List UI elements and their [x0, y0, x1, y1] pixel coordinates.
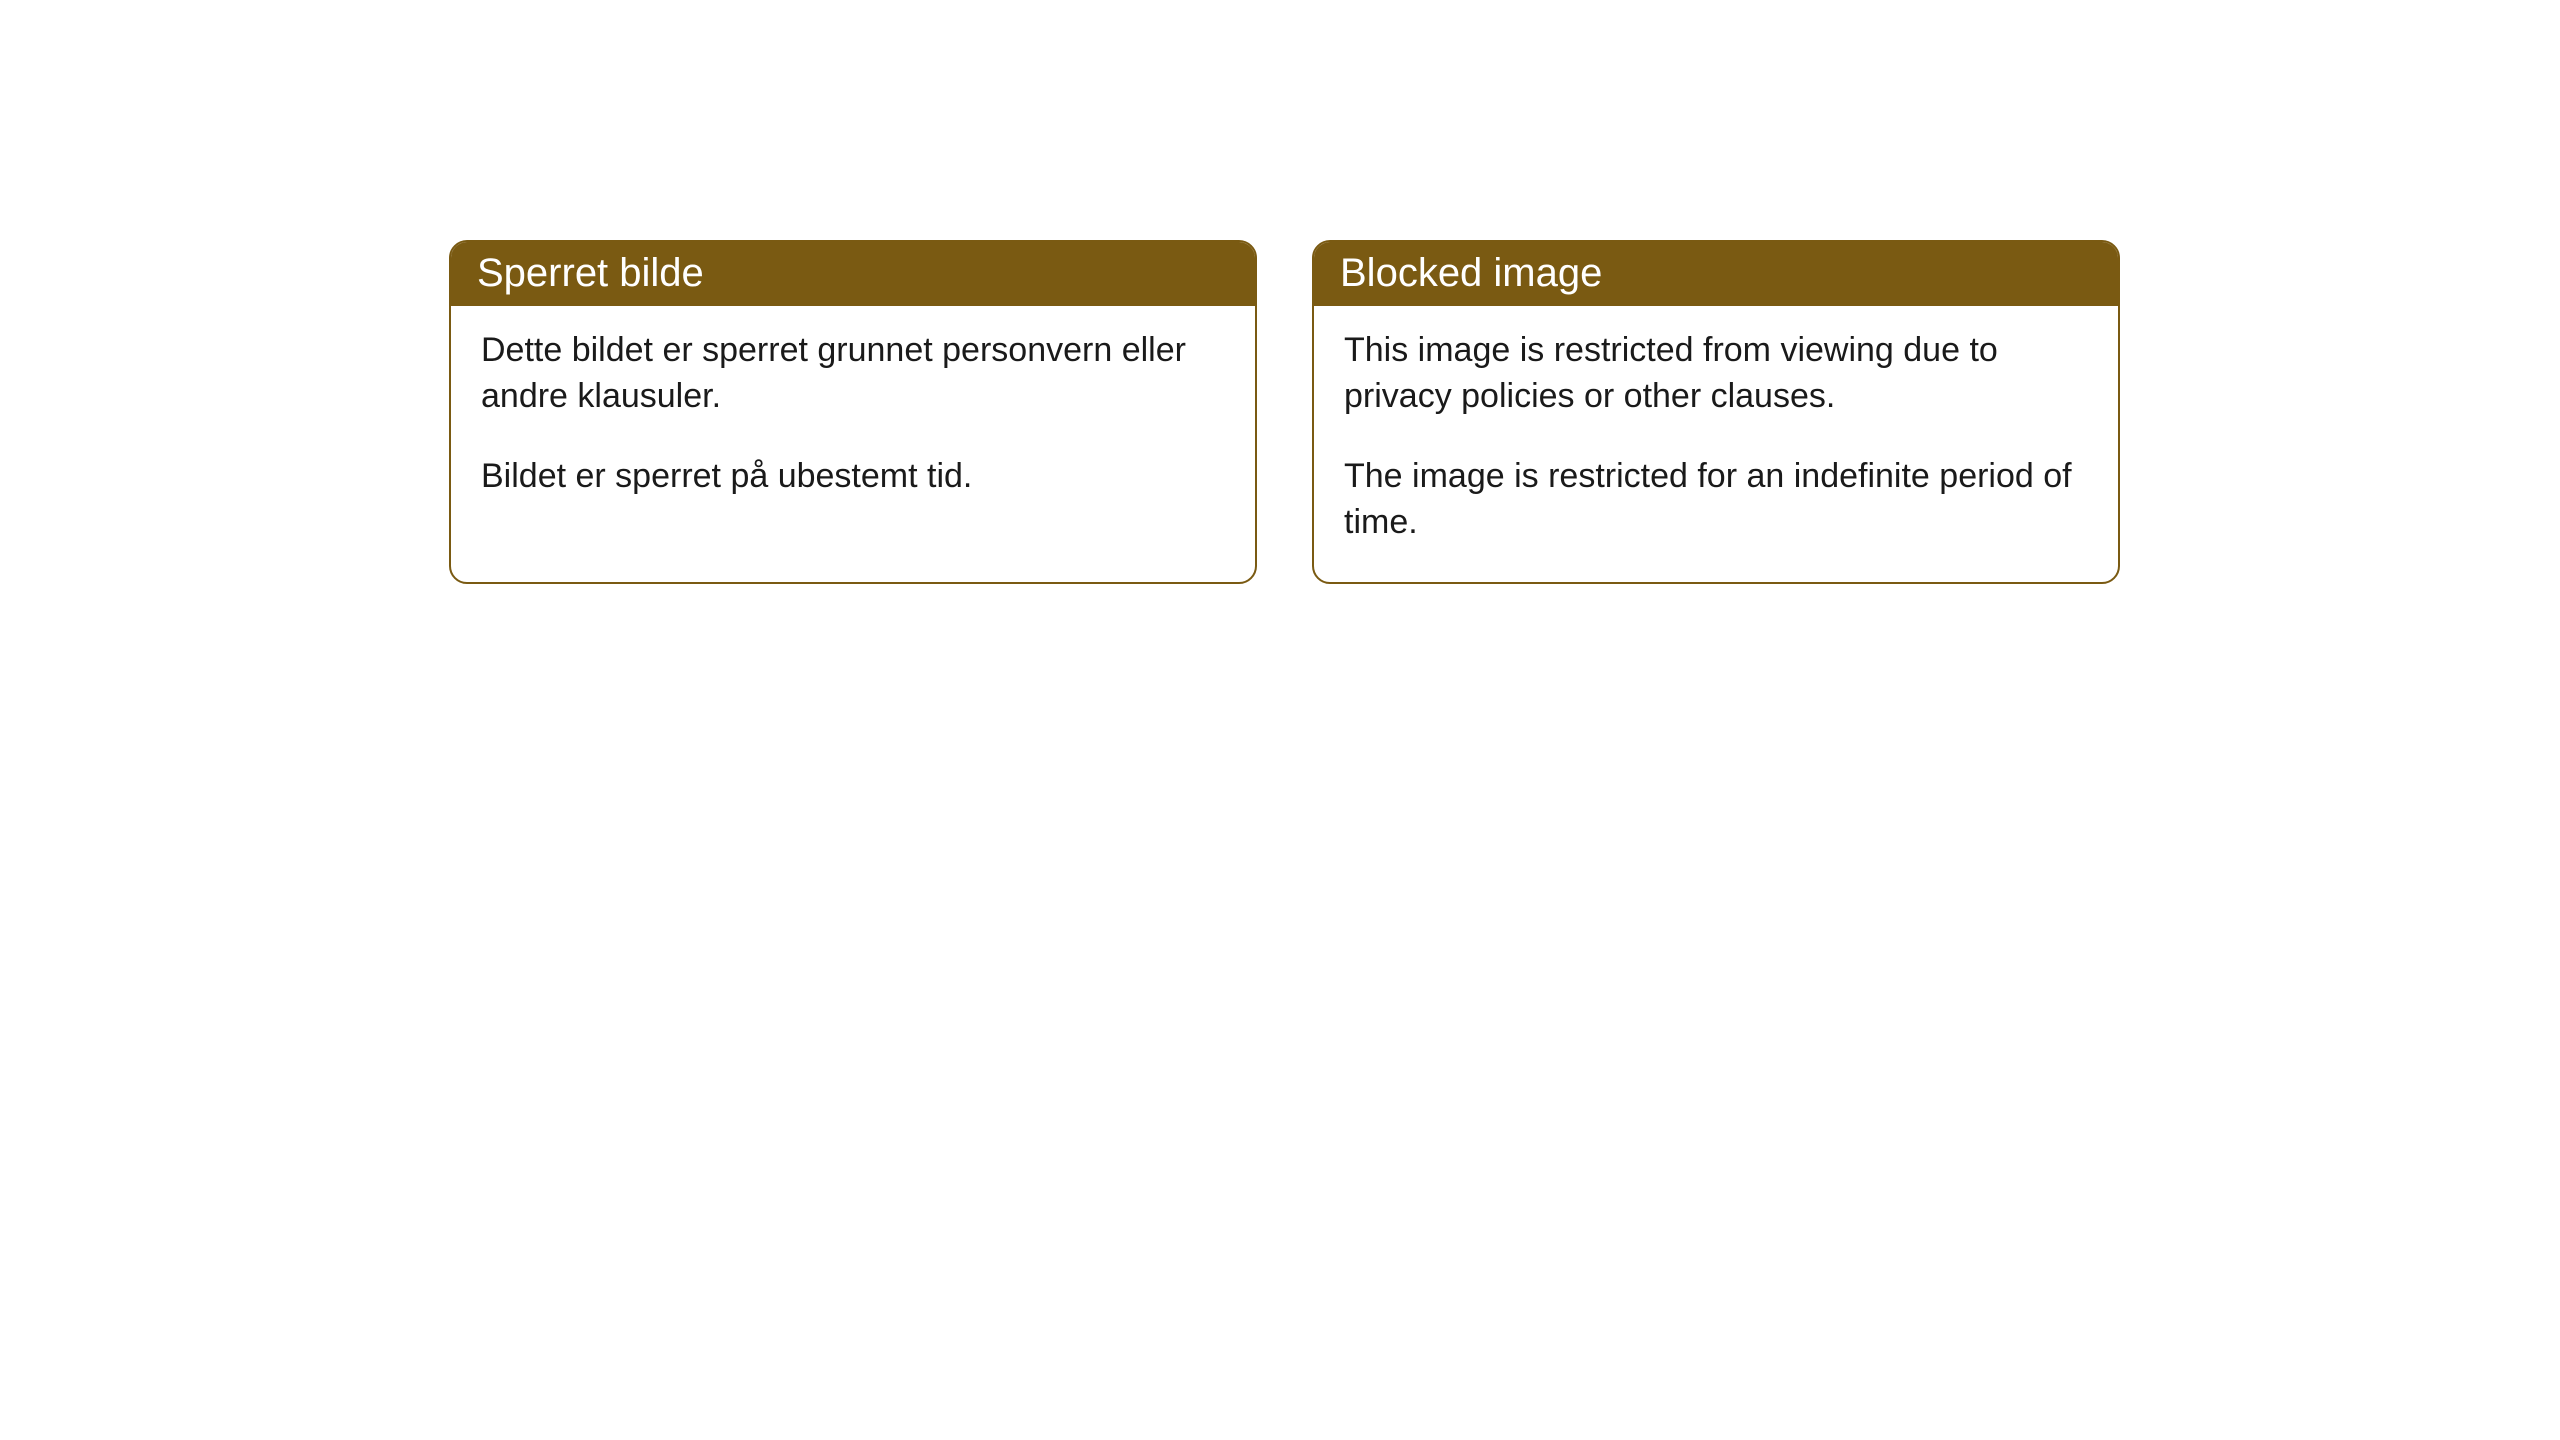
card-paragraph: Bildet er sperret på ubestemt tid. — [481, 454, 1225, 500]
card-header: Blocked image — [1314, 242, 2118, 306]
card-paragraph: This image is restricted from viewing du… — [1344, 328, 2088, 420]
card-header: Sperret bilde — [451, 242, 1255, 306]
card-paragraph: The image is restricted for an indefinit… — [1344, 454, 2088, 546]
card-body: Dette bildet er sperret grunnet personve… — [451, 306, 1255, 536]
cards-container: Sperret bilde Dette bildet er sperret gr… — [0, 0, 2560, 584]
card-paragraph: Dette bildet er sperret grunnet personve… — [481, 328, 1225, 420]
blocked-image-card-norwegian: Sperret bilde Dette bildet er sperret gr… — [449, 240, 1257, 584]
blocked-image-card-english: Blocked image This image is restricted f… — [1312, 240, 2120, 584]
card-title: Sperret bilde — [477, 251, 704, 295]
card-body: This image is restricted from viewing du… — [1314, 306, 2118, 582]
card-title: Blocked image — [1340, 251, 1602, 295]
